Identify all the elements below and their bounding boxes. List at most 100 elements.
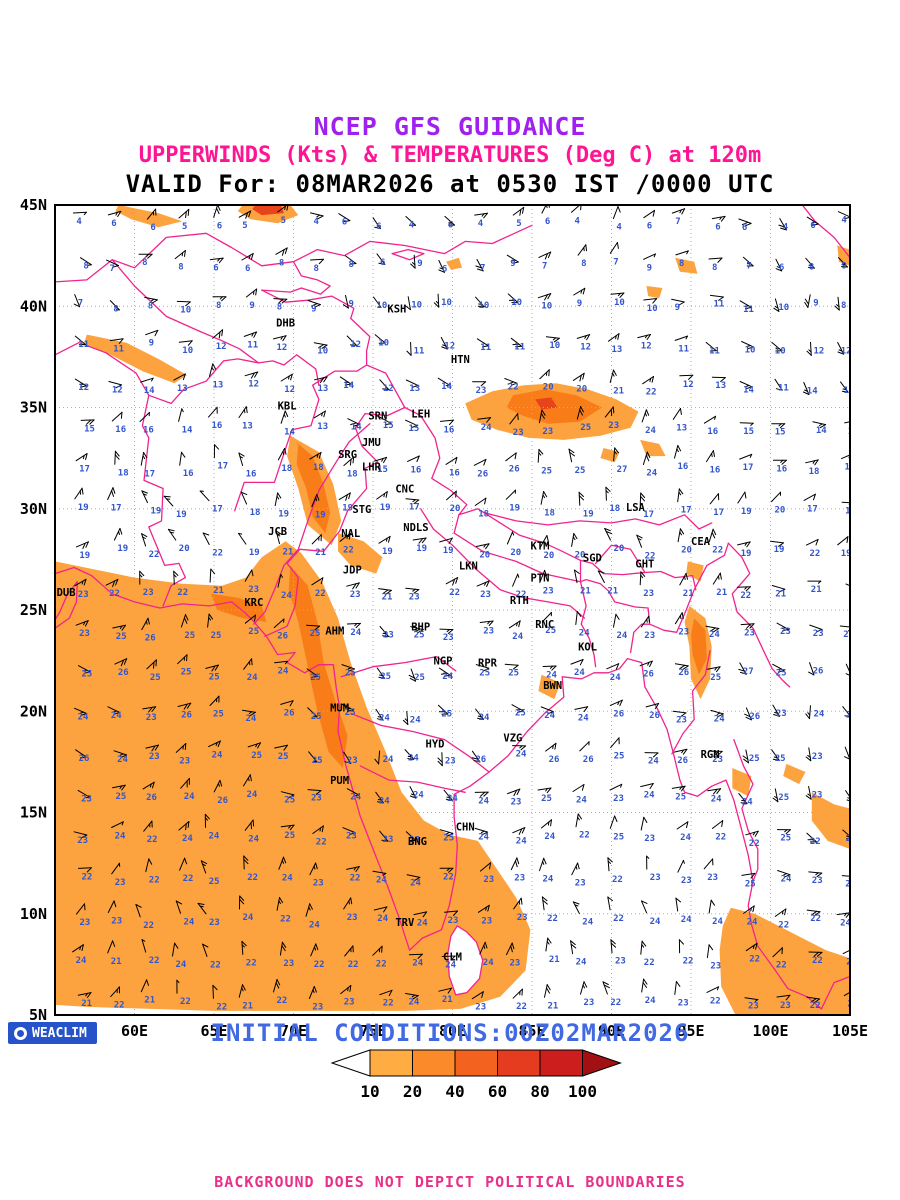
svg-text:19: 19: [151, 507, 162, 517]
svg-text:26: 26: [677, 756, 688, 766]
city-label-vzg: VZG: [503, 733, 522, 745]
svg-text:26: 26: [509, 465, 520, 475]
svg-text:22: 22: [114, 1001, 125, 1011]
svg-text:22: 22: [579, 831, 590, 841]
svg-text:13: 13: [715, 381, 726, 391]
svg-text:22: 22: [508, 383, 519, 393]
svg-text:23: 23: [584, 998, 595, 1008]
city-label-pum: PUM: [330, 775, 349, 787]
colorbar-segment: [539, 1049, 583, 1077]
svg-text:25: 25: [441, 709, 452, 719]
svg-text:19: 19: [583, 509, 594, 519]
svg-text:8: 8: [216, 301, 221, 311]
svg-text:14: 14: [807, 387, 818, 397]
city-label-ngp: NGP: [434, 656, 453, 668]
svg-text:17: 17: [643, 510, 654, 520]
svg-text:19: 19: [278, 510, 289, 520]
svg-text:21: 21: [242, 1001, 253, 1011]
svg-text:11: 11: [714, 299, 725, 309]
svg-text:7: 7: [78, 299, 83, 309]
svg-text:15: 15: [377, 465, 388, 475]
svg-text:6: 6: [111, 219, 116, 229]
svg-text:23: 23: [707, 873, 718, 883]
svg-text:9: 9: [417, 259, 422, 269]
svg-text:26: 26: [813, 667, 824, 677]
svg-text:10: 10: [317, 347, 328, 357]
svg-text:22: 22: [516, 1002, 527, 1012]
svg-text:21: 21: [382, 593, 393, 603]
svg-text:24: 24: [409, 998, 420, 1008]
svg-text:22: 22: [177, 588, 188, 598]
svg-text:23: 23: [678, 998, 689, 1008]
svg-text:9: 9: [842, 262, 847, 272]
svg-text:17: 17: [409, 503, 420, 513]
svg-text:22: 22: [715, 833, 726, 843]
svg-text:23: 23: [514, 874, 525, 884]
city-label-mum: MUM: [330, 702, 349, 714]
svg-text:16: 16: [444, 425, 455, 435]
colorbar-segment: [369, 1049, 413, 1077]
svg-text:23: 23: [780, 1001, 791, 1011]
svg-text:25: 25: [541, 794, 552, 804]
svg-text:24: 24: [650, 917, 661, 927]
svg-text:23: 23: [179, 756, 190, 766]
svg-text:14: 14: [441, 382, 452, 392]
svg-text:26: 26: [549, 755, 560, 765]
svg-text:22: 22: [749, 839, 760, 849]
svg-text:25N: 25N: [20, 601, 47, 619]
svg-text:10N: 10N: [20, 905, 47, 923]
city-label-rgn: RGN: [701, 749, 720, 761]
svg-text:24: 24: [576, 958, 587, 968]
svg-text:23: 23: [409, 836, 420, 846]
svg-text:22: 22: [280, 914, 291, 924]
title-fields-line: UPPERWINDS (Kts) & TEMPERATURES (Deg C) …: [138, 143, 762, 168]
svg-text:17: 17: [144, 469, 155, 479]
svg-text:6: 6: [715, 223, 720, 233]
svg-text:25: 25: [614, 752, 625, 762]
svg-text:25: 25: [181, 668, 192, 678]
svg-text:23: 23: [712, 755, 723, 765]
svg-text:9: 9: [510, 259, 515, 269]
svg-text:22: 22: [82, 872, 93, 882]
svg-text:25: 25: [284, 796, 295, 806]
svg-text:7: 7: [480, 264, 485, 274]
svg-text:6: 6: [742, 223, 747, 233]
city-label-ndls: NDLS: [403, 522, 428, 534]
svg-text:22: 22: [847, 1000, 858, 1010]
svg-text:24: 24: [814, 710, 825, 720]
svg-text:25: 25: [443, 834, 454, 844]
city-label-jmu: JMU: [362, 437, 381, 449]
svg-text:20: 20: [179, 544, 190, 554]
svg-text:25: 25: [310, 629, 321, 639]
svg-text:16: 16: [707, 427, 718, 437]
svg-text:80E: 80E: [439, 1022, 466, 1040]
svg-text:23: 23: [283, 959, 294, 969]
svg-text:22: 22: [810, 549, 821, 559]
svg-text:11: 11: [414, 346, 425, 356]
svg-text:26: 26: [649, 711, 660, 721]
svg-text:18: 18: [609, 504, 620, 514]
svg-text:16: 16: [776, 464, 787, 474]
svg-text:24: 24: [248, 834, 259, 844]
svg-text:24: 24: [379, 713, 390, 723]
svg-text:14: 14: [848, 427, 859, 437]
svg-text:18: 18: [809, 467, 820, 477]
svg-text:5N: 5N: [29, 1006, 47, 1024]
svg-text:22: 22: [610, 998, 621, 1008]
svg-text:23: 23: [475, 1003, 486, 1013]
svg-text:25: 25: [775, 754, 786, 764]
svg-text:23: 23: [643, 589, 654, 599]
svg-text:6: 6: [545, 217, 550, 227]
svg-text:105E: 105E: [832, 1022, 868, 1040]
svg-text:24: 24: [246, 714, 257, 724]
svg-text:22: 22: [645, 551, 656, 561]
map-content: 21 22 21 22 22 21 22 23 23 22 24 21 23 22 21 23 22 24 23 22…: [55, 205, 859, 1015]
svg-text:24: 24: [247, 790, 258, 800]
svg-text:24: 24: [840, 919, 851, 929]
svg-text:23: 23: [383, 835, 394, 845]
svg-text:23: 23: [409, 592, 420, 602]
svg-text:25: 25: [414, 631, 425, 641]
svg-text:23: 23: [676, 715, 687, 725]
svg-text:25: 25: [82, 670, 93, 680]
svg-text:22: 22: [350, 873, 361, 883]
